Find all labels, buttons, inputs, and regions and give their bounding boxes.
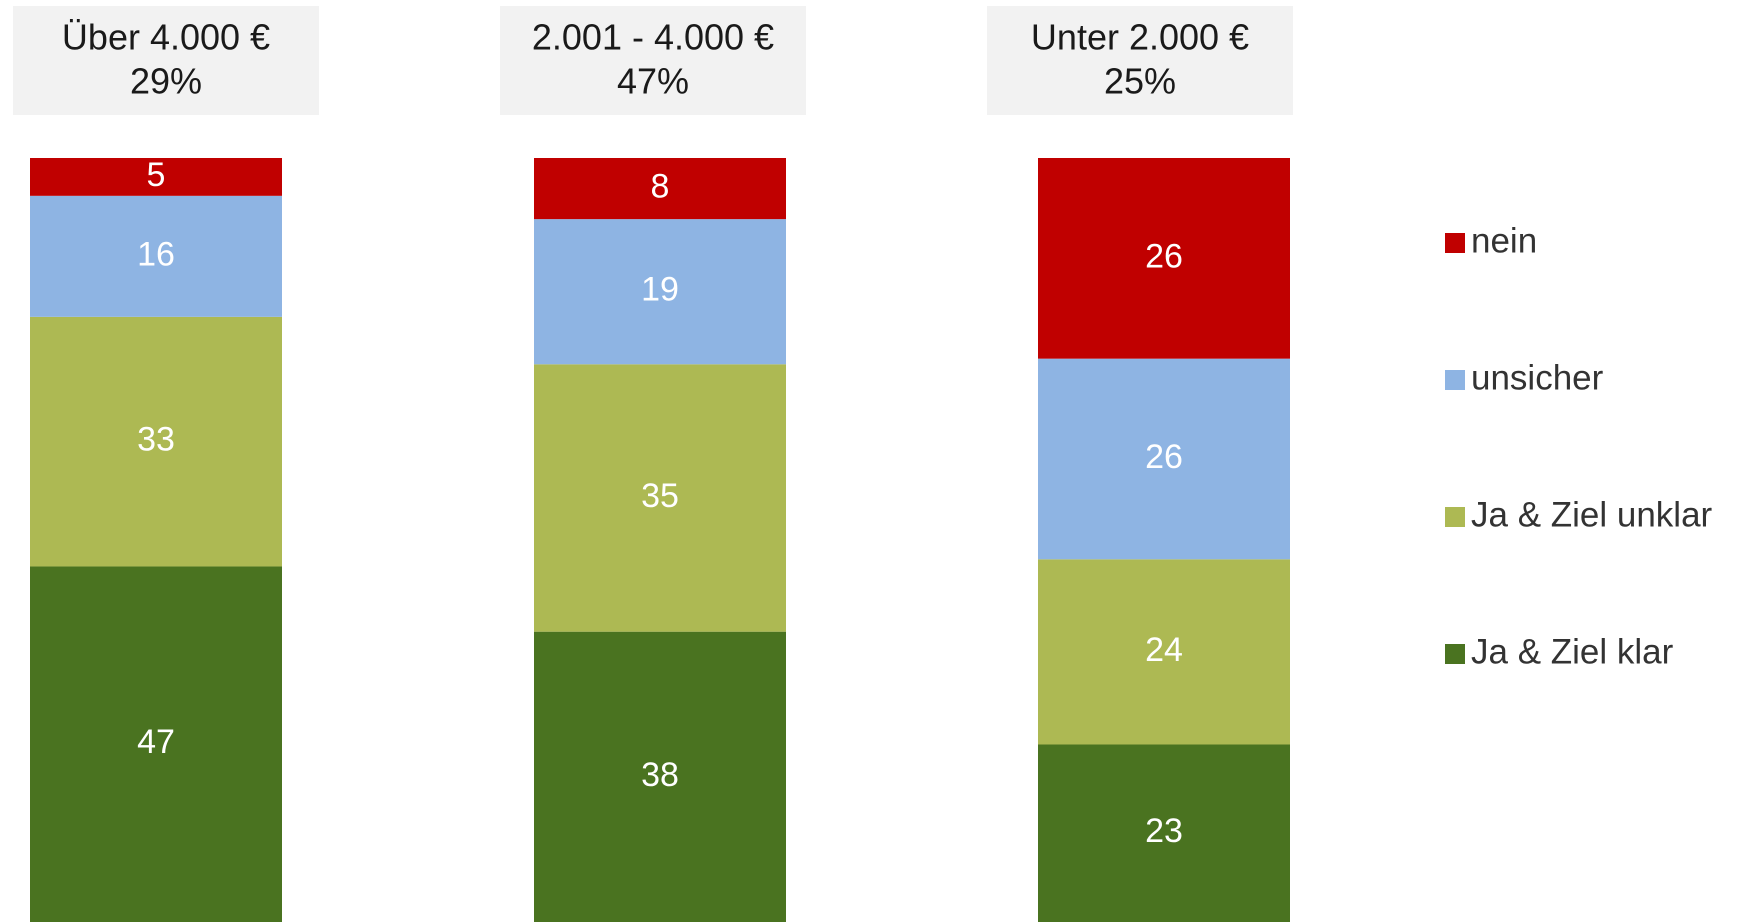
category-label: 2.001 - 4.000 €	[532, 17, 774, 58]
category-share: 25%	[1104, 61, 1176, 102]
category-header	[13, 6, 319, 115]
data-label: 24	[1145, 631, 1183, 669]
legend-swatch	[1445, 644, 1465, 664]
legend-swatch	[1445, 370, 1465, 390]
bar-segment	[1038, 559, 1290, 745]
category-label: Über 4.000 €	[62, 17, 270, 58]
data-label: 38	[641, 756, 679, 794]
data-label: 5	[147, 156, 166, 194]
bar-segment	[30, 195, 282, 317]
data-label: 23	[1145, 812, 1183, 850]
category-label: Unter 2.000 €	[1031, 17, 1249, 58]
legend-label: unsicher	[1471, 358, 1604, 397]
data-label: 16	[137, 235, 175, 273]
bar-segment	[534, 219, 786, 365]
data-label: 35	[641, 477, 679, 515]
legend-label: nein	[1471, 221, 1537, 260]
bar-segment	[534, 631, 786, 922]
data-label: 47	[137, 723, 175, 761]
data-label: 8	[651, 168, 670, 206]
data-label: 33	[137, 421, 175, 459]
legend-label: Ja & Ziel unklar	[1471, 495, 1713, 534]
category-header	[987, 6, 1293, 115]
bar-segment	[1038, 358, 1290, 560]
bar-segment	[1038, 744, 1290, 922]
bar-segment	[30, 158, 282, 196]
legend-swatch	[1445, 233, 1465, 253]
bar-segment	[534, 158, 786, 220]
category-share: 29%	[130, 61, 202, 102]
data-label: 26	[1145, 237, 1183, 275]
data-label: 26	[1145, 438, 1183, 476]
data-label: 19	[641, 271, 679, 309]
bar-segment	[30, 316, 282, 567]
bar-segment	[534, 364, 786, 632]
legend-swatch	[1445, 507, 1465, 527]
category-header	[500, 6, 806, 115]
bar-segment	[1038, 158, 1290, 359]
category-share: 47%	[617, 61, 689, 102]
bar-segment	[30, 566, 282, 922]
legend-label: Ja & Ziel klar	[1471, 632, 1674, 671]
